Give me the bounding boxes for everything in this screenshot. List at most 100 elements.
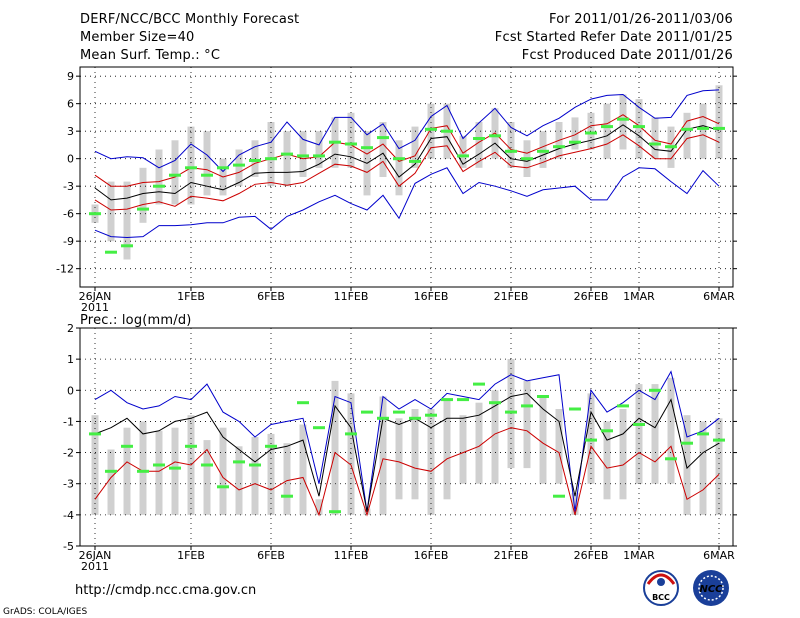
ensemble-box — [683, 415, 691, 515]
climatology-marker — [537, 149, 549, 153]
ensemble-box — [203, 440, 211, 515]
x-tick-label: 16FEB — [414, 549, 449, 562]
x-tick-label: 26FEB — [574, 549, 609, 562]
climatology-marker — [377, 136, 389, 140]
ensemble-box — [315, 499, 323, 515]
climatology-marker — [297, 401, 309, 405]
series-line-max — [94, 370, 720, 512]
ensemble-box — [267, 433, 275, 515]
ensemble-box — [475, 122, 483, 168]
ensemble-box — [123, 427, 131, 515]
ensemble-box — [155, 430, 163, 515]
climatology-marker — [313, 154, 325, 158]
y-tick-label: -3 — [63, 180, 74, 193]
x-tick-label: 1FEB — [177, 549, 205, 562]
climatology-marker — [473, 137, 485, 140]
x-year-label: 2011 — [81, 560, 109, 573]
ensemble-box — [315, 131, 323, 168]
climatology-marker — [505, 410, 517, 414]
ensemble-box — [667, 377, 675, 484]
forecast-period-label: For 2011/01/26-2011/03/06 — [549, 12, 733, 27]
x-tick-label: 6MAR — [703, 549, 735, 562]
ensemble-box — [411, 409, 419, 500]
climatology-marker — [697, 432, 709, 436]
climatology-marker — [89, 432, 101, 436]
climatology-marker — [649, 142, 661, 146]
bcc-logo-text: BCC — [652, 593, 670, 602]
ensemble-box — [395, 418, 403, 500]
ensemble-box — [635, 99, 643, 159]
series-line-spread-high — [94, 114, 720, 187]
ensemble-box — [603, 421, 611, 500]
climatology-marker — [521, 404, 533, 408]
climatology-marker — [569, 407, 581, 411]
climatology-marker — [505, 149, 517, 153]
ensemble-box — [571, 117, 579, 150]
ensemble-box — [411, 126, 419, 168]
climatology-marker — [137, 469, 149, 473]
climatology-marker — [713, 438, 725, 442]
x-year-label: 2011 — [81, 301, 109, 314]
climatology-marker — [617, 117, 629, 121]
ensemble-box — [219, 427, 227, 515]
ensemble-box — [491, 390, 499, 484]
y-tick-label: -9 — [63, 235, 74, 248]
ensemble-box — [107, 181, 115, 242]
climatology-marker — [521, 157, 533, 161]
ensemble-box — [619, 94, 627, 150]
ensemble-box — [203, 131, 211, 196]
climatology-marker — [217, 166, 229, 170]
climatology-marker — [425, 127, 437, 131]
ensemble-box — [443, 399, 451, 500]
climatology-marker — [105, 469, 117, 473]
ensemble-box — [651, 384, 659, 484]
climatology-marker — [233, 460, 245, 464]
climatology-marker — [201, 173, 213, 177]
climatology-marker — [441, 129, 453, 133]
climatology-marker — [553, 494, 565, 498]
ensemble-box — [283, 131, 291, 187]
climatology-marker — [425, 413, 437, 417]
produced-date-label: Fcst Produced Date 2011/01/26 — [522, 48, 733, 63]
climatology-marker — [553, 145, 565, 149]
ensemble-box — [267, 122, 275, 187]
x-tick-label: 16FEB — [414, 290, 449, 303]
y-tick-label: 2 — [67, 322, 74, 335]
climatology-marker — [473, 382, 485, 386]
ensemble-box — [347, 112, 355, 168]
climatology-marker — [489, 134, 501, 138]
climatology-marker — [457, 398, 469, 402]
climatology-marker — [233, 163, 245, 167]
ensemble-box — [507, 122, 515, 168]
ensemble-box — [699, 103, 707, 159]
climatology-marker — [649, 388, 661, 392]
y-tick-label: 0 — [67, 153, 74, 166]
x-tick-label: 6MAR — [703, 290, 735, 303]
series-line-spread-low — [94, 427, 720, 517]
climatology-marker — [281, 494, 293, 498]
climatology-marker — [153, 463, 165, 467]
climatology-marker — [281, 152, 293, 156]
climatology-marker — [169, 173, 181, 177]
ensemble-box — [155, 149, 163, 205]
y-tick-label: -5 — [63, 540, 74, 553]
climatology-marker — [249, 159, 261, 162]
ensemble-box — [523, 380, 531, 469]
bcc-logo: BCC — [643, 570, 679, 606]
climatology-marker — [265, 444, 277, 448]
ensemble-box — [619, 409, 627, 500]
x-tick-label: 1MAR — [623, 290, 655, 303]
climatology-marker — [665, 145, 677, 149]
climatology-marker — [601, 429, 613, 433]
ensemble-box — [299, 424, 307, 515]
ensemble-box — [139, 167, 147, 223]
climatology-marker — [409, 159, 421, 163]
climatology-marker — [137, 207, 149, 211]
ensemble-box — [283, 443, 291, 515]
climatology-marker — [393, 410, 405, 414]
ensemble-box — [379, 396, 387, 515]
climatology-marker — [121, 444, 133, 448]
